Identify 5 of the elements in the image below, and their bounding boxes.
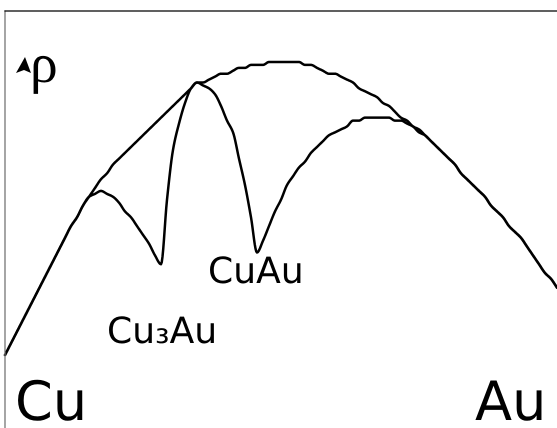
text: Au: [475, 380, 542, 421]
y-axis-title: ρ: [34, 56, 56, 94]
text: Cu: [18, 380, 82, 421]
annotation: CuAu: [210, 256, 300, 284]
annotation: Cu₃Au: [109, 316, 214, 344]
